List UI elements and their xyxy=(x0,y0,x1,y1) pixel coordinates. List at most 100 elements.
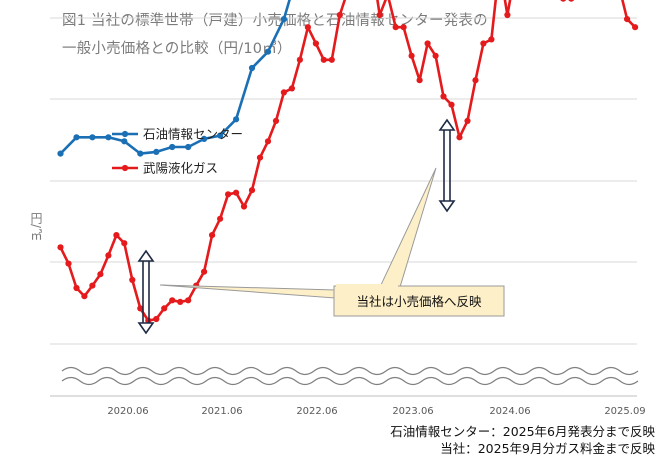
footnote-company: 当社：2025年9月分ガス料金まで反映 xyxy=(440,441,655,456)
data-point xyxy=(392,24,399,31)
data-point xyxy=(624,16,631,23)
arrow-head xyxy=(438,200,456,213)
data-point xyxy=(240,203,248,210)
data-point xyxy=(280,16,287,23)
y-axis-unit-label: 円/㎥ xyxy=(29,212,43,241)
data-point xyxy=(632,24,639,31)
x-tick-label: 2025.09 xyxy=(604,406,645,417)
data-point xyxy=(201,135,208,142)
data-point xyxy=(217,132,224,139)
arrow-head xyxy=(438,118,456,131)
data-point xyxy=(472,77,479,84)
data-point xyxy=(272,117,280,124)
data-point xyxy=(256,154,264,161)
x-tick-label: 2020.06 xyxy=(107,406,148,417)
axis-break-symbol xyxy=(58,366,639,386)
data-point xyxy=(65,260,72,267)
data-point xyxy=(185,297,192,304)
data-point xyxy=(504,11,511,19)
legend-marker xyxy=(121,130,129,138)
data-point xyxy=(416,77,423,84)
data-point xyxy=(113,232,120,239)
chart-title-line-2: 一般小売価格との比較（円/10㎥） xyxy=(62,41,292,57)
data-point xyxy=(320,56,327,63)
data-point xyxy=(153,148,160,155)
callout-text: 当社は小売価格へ反映 xyxy=(356,294,482,309)
data-point xyxy=(129,276,136,283)
annotations-layer: 当社は小売価格へ反映 xyxy=(137,118,505,335)
gap-arrow-2020 xyxy=(137,249,155,335)
legend-label: 石油情報センター xyxy=(143,127,243,142)
data-point xyxy=(233,116,240,123)
series-buyo-gas xyxy=(57,0,639,324)
data-point xyxy=(177,298,184,305)
data-point xyxy=(248,64,256,72)
legend-entry: 武陽液化ガス xyxy=(112,161,218,176)
data-point xyxy=(153,315,160,323)
x-tick-label: 2022.06 xyxy=(296,406,337,417)
data-point xyxy=(376,11,383,19)
data-point xyxy=(169,143,176,151)
data-point xyxy=(89,134,96,141)
axis-break-wave-lower xyxy=(61,376,639,386)
legend-entry: 石油情報センター xyxy=(112,127,243,142)
data-point xyxy=(121,138,128,145)
arrow-head xyxy=(137,322,155,335)
data-point xyxy=(464,117,471,124)
data-point xyxy=(57,244,64,251)
data-point xyxy=(568,0,575,2)
data-point xyxy=(105,252,112,259)
data-point xyxy=(440,93,447,100)
data-point xyxy=(328,56,335,63)
data-point xyxy=(105,134,112,141)
data-point xyxy=(137,150,144,157)
data-point xyxy=(169,297,176,304)
axis-break-mask xyxy=(58,368,624,386)
callout-box xyxy=(333,285,505,317)
data-point xyxy=(225,191,232,198)
data-point xyxy=(57,150,64,157)
data-point xyxy=(400,24,407,31)
legend-label: 武陽液化ガス xyxy=(143,161,218,176)
x-axis: 2020.06 2021.06 2022.06 2023.06 2024.06 2025.… xyxy=(50,395,646,417)
callout: 当社は小売価格へ反映 xyxy=(159,167,505,317)
data-point xyxy=(97,271,104,278)
data-point xyxy=(89,282,96,289)
data-point xyxy=(264,48,272,55)
data-point xyxy=(201,268,208,275)
arrow-head xyxy=(137,249,155,262)
data-point xyxy=(73,134,80,141)
data-point xyxy=(248,187,256,194)
data-point xyxy=(312,40,319,47)
data-point xyxy=(233,189,240,196)
callout-seam xyxy=(336,284,398,289)
data-point xyxy=(304,24,311,31)
data-point xyxy=(408,52,415,59)
data-point xyxy=(288,85,295,92)
grid-lines xyxy=(50,17,637,345)
axis-break-wave-upper xyxy=(61,366,639,376)
x-tick-label: 2023.06 xyxy=(392,406,433,417)
data-point xyxy=(488,36,495,43)
data-point xyxy=(560,0,567,2)
x-tick-label: 2024.06 xyxy=(489,406,530,417)
data-point xyxy=(448,101,455,108)
data-point xyxy=(185,143,192,151)
data-point xyxy=(121,240,128,247)
callout-pointer-left xyxy=(159,284,336,299)
data-point xyxy=(336,11,343,19)
series-oil-info-center xyxy=(57,0,291,157)
data-point xyxy=(280,89,287,96)
series-line xyxy=(59,0,291,155)
data-point xyxy=(73,284,80,292)
data-point xyxy=(217,215,224,222)
data-point xyxy=(296,56,303,63)
x-tick-label: 2021.06 xyxy=(201,406,242,417)
data-point xyxy=(424,40,431,47)
data-point xyxy=(137,305,144,312)
footnote-oil-center: 石油情報センター：2025年6月発表分まで反映 xyxy=(390,424,655,439)
data-point xyxy=(432,52,439,59)
